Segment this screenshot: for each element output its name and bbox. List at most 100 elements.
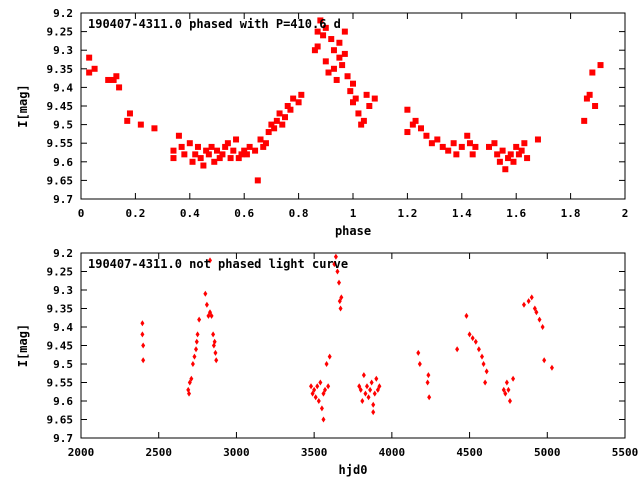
unphased-chart-ticks: 2000 2500 3000 3500 4000 4500 5000 5500 9.2 9.25 9…: [47, 247, 639, 459]
phased-chart-data-point: [214, 147, 220, 154]
phased-chart-data-point: [423, 132, 430, 139]
phased-chart-data-point: [233, 136, 240, 143]
unphased-chart-data-point: [426, 372, 431, 379]
unphased-chart-x-tick-label: 2000: [68, 446, 95, 459]
phased-chart-data-point: [418, 125, 424, 132]
unphased-chart-data-point: [337, 279, 342, 286]
unphased-chart-data-point: [375, 386, 380, 393]
unphased-chart-data-point: [532, 305, 537, 312]
phased-chart-data-point: [105, 76, 112, 83]
unphased-chart-data-point: [338, 305, 343, 312]
unphased-chart-data-point: [464, 312, 469, 319]
phased-chart-data-point: [505, 155, 512, 162]
unphased-chart-data-point: [312, 386, 317, 393]
unphased-chart-points: [140, 253, 554, 423]
phased-chart-data-point: [290, 95, 297, 102]
phased-chart-points: [86, 17, 604, 184]
phased-chart-data-point: [222, 143, 229, 150]
phased-chart-data-point: [499, 147, 506, 154]
unphased-chart-data-point: [484, 368, 489, 375]
phased-chart-x-tick-label: 0: [78, 207, 85, 220]
phased-chart-data-point: [466, 140, 473, 147]
phased-chart-data-point: [445, 147, 452, 154]
phased-chart-y-tick-label: 9.3: [53, 44, 73, 57]
unphased-chart-data-point: [321, 416, 326, 423]
unphased-chart-data-point: [140, 320, 145, 327]
unphased-chart-data-point: [534, 309, 539, 316]
unphased-chart-data-point: [371, 409, 376, 416]
phased-chart-data-point: [336, 54, 343, 61]
phased-chart-data-point: [314, 28, 321, 35]
phased-chart-y-tick-label: 9.7: [53, 193, 73, 206]
phased-chart-data-point: [586, 91, 593, 98]
unphased-chart-data-point: [309, 383, 314, 390]
phased-chart-data-point: [271, 125, 278, 132]
phased-chart-data-point: [581, 117, 588, 124]
unphased-chart-data-point: [364, 383, 369, 390]
phased-chart-x-tick-label: 2: [622, 207, 629, 220]
unphased-chart-frame: [80, 252, 626, 439]
phased-chart-data-point: [243, 151, 250, 158]
unphased-chart-data-point: [529, 294, 534, 301]
unphased-chart-data-point: [425, 379, 430, 386]
unphased-chart-data-point: [310, 390, 315, 397]
unphased-chart-data-point: [366, 394, 371, 401]
phased-chart-data-point: [333, 76, 340, 83]
unphased-chart-y-tick-label: 9.35: [47, 303, 74, 316]
unphased-chart-data-point: [467, 331, 472, 338]
phased-chart-data-point: [178, 143, 185, 150]
unphased-chart-x-tick-label: 3000: [223, 446, 250, 459]
unphased-chart-data-point: [316, 398, 321, 404]
phased-chart-data-point: [472, 143, 479, 150]
phased-chart-data-point: [330, 65, 337, 72]
phased-chart-data-point: [434, 136, 441, 143]
unphased-chart-data-point: [213, 349, 218, 356]
unphased-chart-data-point: [506, 386, 511, 393]
phased-chart-data-point: [287, 106, 294, 113]
phased-chart-data-point: [592, 103, 599, 109]
phased-chart-data-point: [314, 43, 321, 50]
phased-chart-data-point: [113, 73, 120, 80]
phased-chart-data-point: [404, 106, 411, 113]
phased-chart-data-point: [219, 151, 226, 158]
phased-chart-data-point: [194, 143, 201, 150]
unphased-chart-y-tick-label: 9.7: [53, 432, 73, 445]
unphased-chart-data-point: [206, 312, 211, 319]
unphased-chart-data-point: [327, 353, 332, 360]
phased-chart-data-point: [322, 58, 329, 65]
phased-chart-data-point: [200, 162, 207, 169]
unphased-chart-data-point: [503, 390, 508, 397]
phased-chart-y-axis-label: I[mag]: [16, 84, 30, 127]
phased-chart-data-point: [116, 84, 123, 91]
phased-chart-data-point: [412, 117, 419, 124]
phased-chart-data-point: [211, 158, 218, 165]
unphased-chart-y-tick-label: 9.2: [53, 247, 73, 260]
phased-chart-data-point: [469, 151, 476, 158]
unphased-chart-data-point: [526, 298, 531, 305]
phased-chart-data-point: [151, 125, 158, 132]
unphased-chart-data-point: [194, 346, 199, 353]
phased-chart-data-point: [363, 91, 370, 98]
phased-chart-data-point: [246, 143, 253, 150]
phased-chart-data-point: [352, 95, 359, 102]
unphased-chart-y-axis-label: I[mag]: [16, 324, 30, 367]
phased-chart-data-point: [341, 28, 348, 35]
phased-chart-data-point: [282, 114, 288, 121]
phased-chart-data-point: [341, 50, 348, 57]
unphased-chart-x-tick-label: 4000: [379, 446, 406, 459]
unphased-chart-data-point: [337, 298, 342, 305]
phased-chart-data-point: [347, 88, 354, 95]
unphased-chart-data-point: [537, 316, 542, 323]
phased-chart-data-point: [224, 140, 231, 147]
phased-chart-data-point: [464, 132, 471, 139]
phased-chart-data-point: [458, 143, 465, 150]
phased-chart-data-point: [439, 143, 446, 150]
unphased-chart-data-point: [374, 375, 379, 382]
phased-chart-data-point: [241, 147, 248, 154]
phased-chart-data-point: [252, 147, 259, 154]
phased-chart-data-point: [91, 65, 98, 72]
phased-chart-data-point: [409, 121, 416, 128]
phased-chart-data-point: [322, 24, 329, 31]
phased-chart-x-tick-label: 1.2: [397, 207, 417, 220]
unphased-chart-x-tick-label: 5000: [534, 446, 561, 459]
